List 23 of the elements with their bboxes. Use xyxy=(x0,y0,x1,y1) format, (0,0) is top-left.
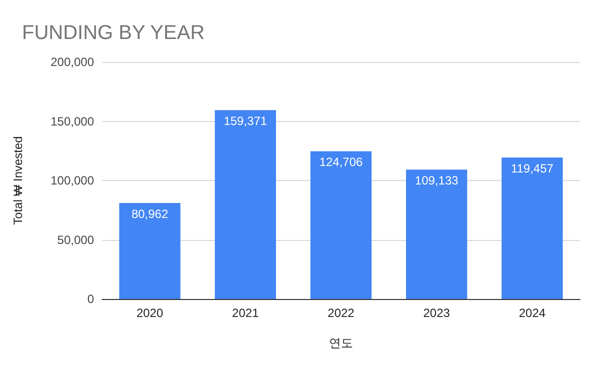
x-tick-label: 2022 xyxy=(328,306,355,320)
y-tick-label: 150,000 xyxy=(50,114,94,128)
data-label: 159,371 xyxy=(224,114,268,128)
bar xyxy=(119,203,180,299)
bar xyxy=(502,157,563,299)
y-tick-label: 100,000 xyxy=(50,174,94,188)
bar xyxy=(406,170,468,299)
y-tick-label: 50,000 xyxy=(57,232,94,247)
x-tick-label: 2024 xyxy=(518,306,546,320)
data-label: 109,133 xyxy=(414,174,459,188)
y-tick-label: 0 xyxy=(87,292,94,306)
bar xyxy=(310,151,372,299)
y-tick-label: 200,000 xyxy=(50,55,94,69)
data-label: 119,457 xyxy=(510,161,554,176)
x-tick-label: 2020 xyxy=(136,306,164,320)
x-tick-label: 2023 xyxy=(423,306,450,320)
y-axis-title: Total ₩ Invested xyxy=(11,136,25,225)
bar xyxy=(214,110,276,299)
x-tick-label: 2021 xyxy=(232,306,260,320)
chart-title: FUNDING BY YEAR xyxy=(22,22,205,44)
x-axis-title: 연도 xyxy=(329,336,353,350)
data-label: 80,962 xyxy=(131,207,168,222)
data-label: 124,706 xyxy=(319,155,364,170)
